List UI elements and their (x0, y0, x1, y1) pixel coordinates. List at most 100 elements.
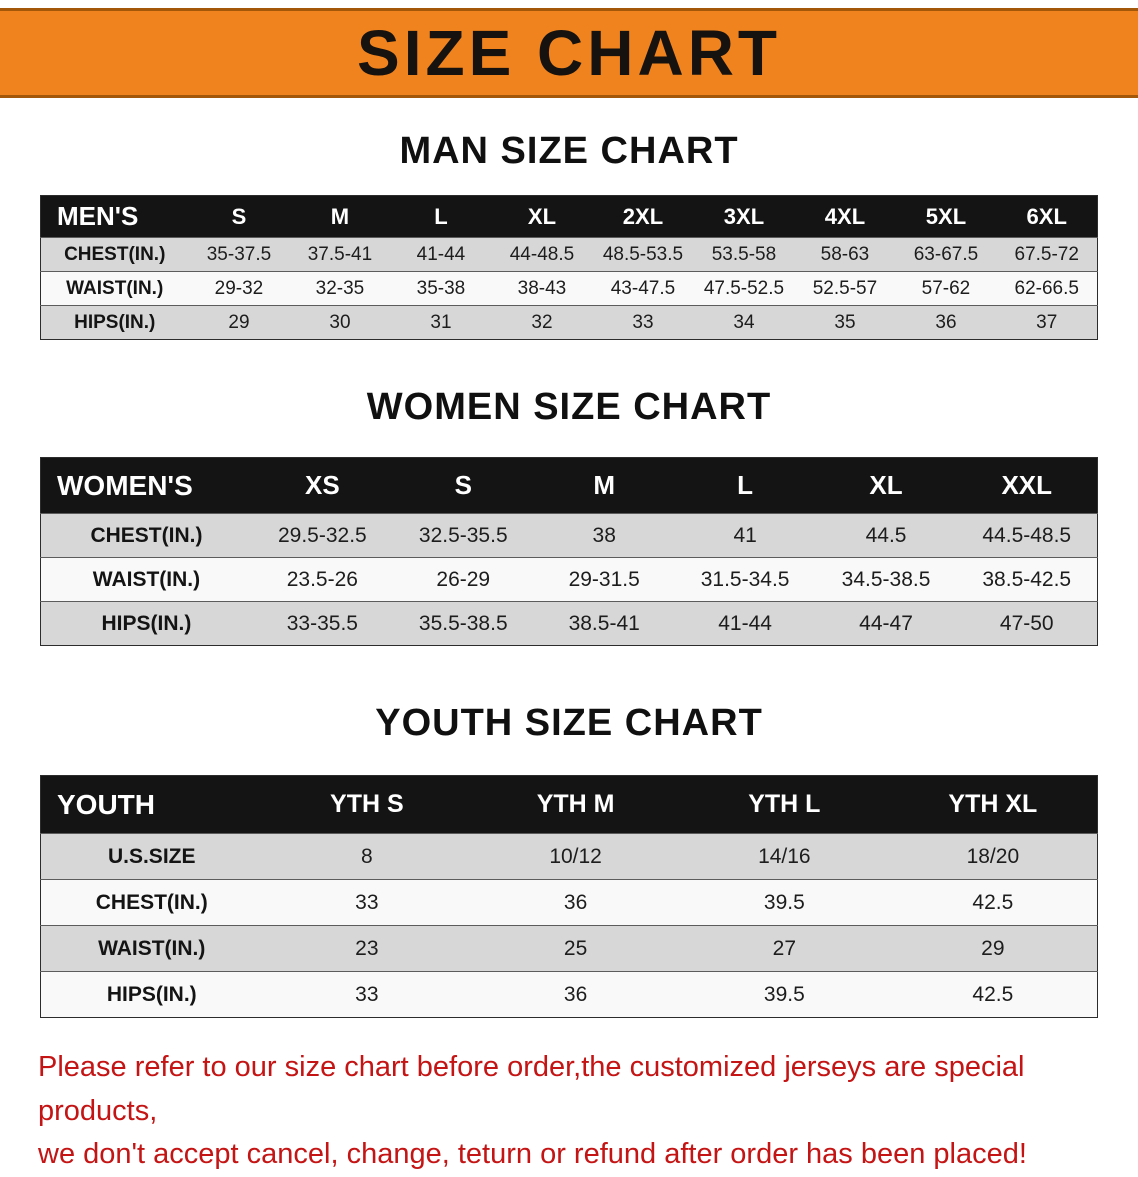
banner-title: SIZE CHART (357, 17, 781, 89)
table-row: CHEST(IN.) 33 36 39.5 42.5 (40, 879, 1098, 926)
size-value-cell: 29-31.5 (568, 567, 640, 591)
size-value-cell: 35.5-38.5 (418, 611, 508, 635)
table-row: WAIST(IN.) 29-32 32-35 35-38 38-43 43-47.5 47.… (40, 271, 1098, 306)
size-value-cell: 38 (592, 523, 616, 547)
size-column-header: XL (815, 457, 957, 514)
size-column-header: XL (491, 195, 593, 238)
size-value-cell: 38-43 (517, 277, 567, 299)
men-size-section: MAN SIZE CHART MEN'S S M L XL 2XL 3XL 4XL 5XL 6XL… (0, 130, 1138, 340)
size-column-header: YTH S (262, 775, 472, 834)
size-value-cell: 43-47.5 (610, 277, 676, 299)
size-column-header: S (392, 457, 534, 514)
size-value-cell: 33 (632, 311, 654, 333)
size-value-cell: 39.5 (763, 982, 805, 1006)
size-value-cell: 44.5 (865, 523, 907, 547)
men-section-heading: MAN SIZE CHART (399, 130, 739, 172)
size-value-cell: 34 (733, 311, 755, 333)
size-value-cell: 44-47 (859, 611, 913, 635)
men-size-table: MEN'S S M L XL 2XL 3XL 4XL 5XL 6XL CHEST(IN.) 35-37… (40, 195, 1098, 340)
size-value-cell: 33 (355, 982, 379, 1006)
size-value-cell: 35 (834, 311, 856, 333)
measurement-label: WAIST(IN.) (92, 567, 201, 591)
size-value-cell: 57-62 (921, 277, 971, 299)
size-value-cell: 27 (772, 936, 797, 960)
table-header-row: WOMEN'S XS S M L XL XXL (40, 457, 1098, 514)
size-value-cell: 47-50 (999, 611, 1054, 635)
table-row: HIPS(IN.) 29 30 31 32 33 34 35 36 37 (40, 305, 1098, 340)
size-value-cell: 29 (228, 311, 250, 333)
table-row: U.S.SIZE 8 10/12 14/16 18/20 (40, 833, 1098, 880)
size-column-header: 4XL (794, 195, 896, 238)
size-value-cell: 32 (531, 311, 553, 333)
size-column-header: 2XL (592, 195, 694, 238)
size-value-cell: 33-35.5 (286, 611, 358, 635)
youth-size-table: YOUTH YTH S YTH M YTH L YTH XL U.S.SIZE 8 10/12… (40, 775, 1098, 1018)
size-value-cell: 31.5-34.5 (700, 567, 790, 591)
measurement-label: CHEST(IN.) (64, 243, 166, 265)
size-value-cell: 29-32 (214, 277, 264, 299)
size-value-cell: 29 (981, 936, 1005, 960)
size-value-cell: 41-44 (416, 243, 466, 265)
size-value-cell: 36 (935, 311, 957, 333)
size-column-header: M (533, 457, 675, 514)
measurement-label: WAIST(IN.) (98, 936, 206, 960)
size-column-header: YTH XL (888, 775, 1098, 834)
size-value-cell: 25 (563, 936, 588, 960)
women-section-heading: WOMEN SIZE CHART (366, 386, 772, 428)
size-value-cell: 26-29 (436, 567, 491, 591)
size-value-cell: 38.5-42.5 (982, 567, 1072, 591)
size-value-cell: 44.5-48.5 (982, 523, 1072, 547)
size-value-cell: 14/16 (758, 844, 811, 868)
size-column-header: YTH M (471, 775, 680, 834)
size-column-header: XXL (956, 457, 1098, 514)
disclaimer-line-2: we don't accept cancel, change, teturn o… (38, 1138, 1027, 1170)
table-row: WAIST(IN.) 23 25 27 29 (40, 925, 1098, 972)
table-header-row: MEN'S S M L XL 2XL 3XL 4XL 5XL 6XL (40, 195, 1098, 238)
size-value-cell: 67.5-72 (1014, 243, 1079, 265)
size-value-cell: 58-63 (820, 243, 870, 265)
disclaimer-text: Please refer to our size chart before or… (38, 1046, 1100, 1177)
youth-section-heading: YOUTH SIZE CHART (375, 702, 763, 744)
size-value-cell: 48.5-53.5 (602, 243, 684, 265)
size-value-cell: 53.5-58 (711, 243, 777, 265)
size-column-header: YTH L (679, 775, 889, 834)
table-row: HIPS(IN.) 33-35.5 35.5-38.5 38.5-41 41-44 44-… (40, 601, 1098, 646)
size-value-cell: 10/12 (549, 844, 602, 868)
size-value-cell: 35-38 (416, 277, 466, 299)
size-value-cell: 35-37.5 (206, 243, 272, 265)
women-size-table: WOMEN'S XS S M L XL XXL CHEST(IN.) 29.5-32.5 32.5… (40, 457, 1098, 646)
table-row: HIPS(IN.) 33 36 39.5 42.5 (40, 971, 1098, 1018)
size-value-cell: 18/20 (966, 844, 1020, 868)
size-value-cell: 8 (361, 844, 373, 868)
disclaimer-line-1: Please refer to our size chart before or… (38, 1051, 1025, 1127)
size-value-cell: 30 (329, 311, 351, 333)
size-value-cell: 42.5 (972, 982, 1014, 1006)
size-column-header: 5XL (895, 195, 997, 238)
table-row: CHEST(IN.) 35-37.5 37.5-41 41-44 44-48.5 48.5… (40, 237, 1098, 272)
measurement-label: WAIST(IN.) (66, 277, 164, 299)
size-value-cell: 33 (355, 890, 379, 914)
size-value-cell: 52.5-57 (812, 277, 878, 299)
size-value-cell: 62-66.5 (1014, 277, 1079, 299)
size-column-header: L (390, 195, 492, 238)
measurement-label: CHEST(IN.) (95, 890, 208, 914)
measurement-label: HIPS(IN.) (106, 982, 197, 1006)
size-value-cell: 44-48.5 (509, 243, 575, 265)
size-value-cell: 38.5-41 (568, 611, 640, 635)
measurement-label: HIPS(IN.) (101, 611, 192, 635)
size-column-header: L (674, 457, 816, 514)
size-value-cell: 32.5-35.5 (418, 523, 508, 547)
size-column-header: M (289, 195, 391, 238)
size-value-cell: 63-67.5 (913, 243, 979, 265)
size-value-cell: 39.5 (763, 890, 805, 914)
measurement-label: CHEST(IN.) (90, 523, 203, 547)
size-column-header: 3XL (693, 195, 795, 238)
size-value-cell: 41-44 (718, 611, 772, 635)
size-value-cell: 23 (355, 936, 379, 960)
size-value-cell: 41 (733, 523, 757, 547)
size-value-cell: 34.5-38.5 (841, 567, 931, 591)
size-column-header: 6XL (996, 195, 1098, 238)
size-value-cell: 47.5-52.5 (703, 277, 785, 299)
table-group-label: MEN'S (40, 195, 189, 238)
women-size-section: WOMEN SIZE CHART WOMEN'S XS S M L XL XXL CHEST(… (0, 386, 1138, 646)
